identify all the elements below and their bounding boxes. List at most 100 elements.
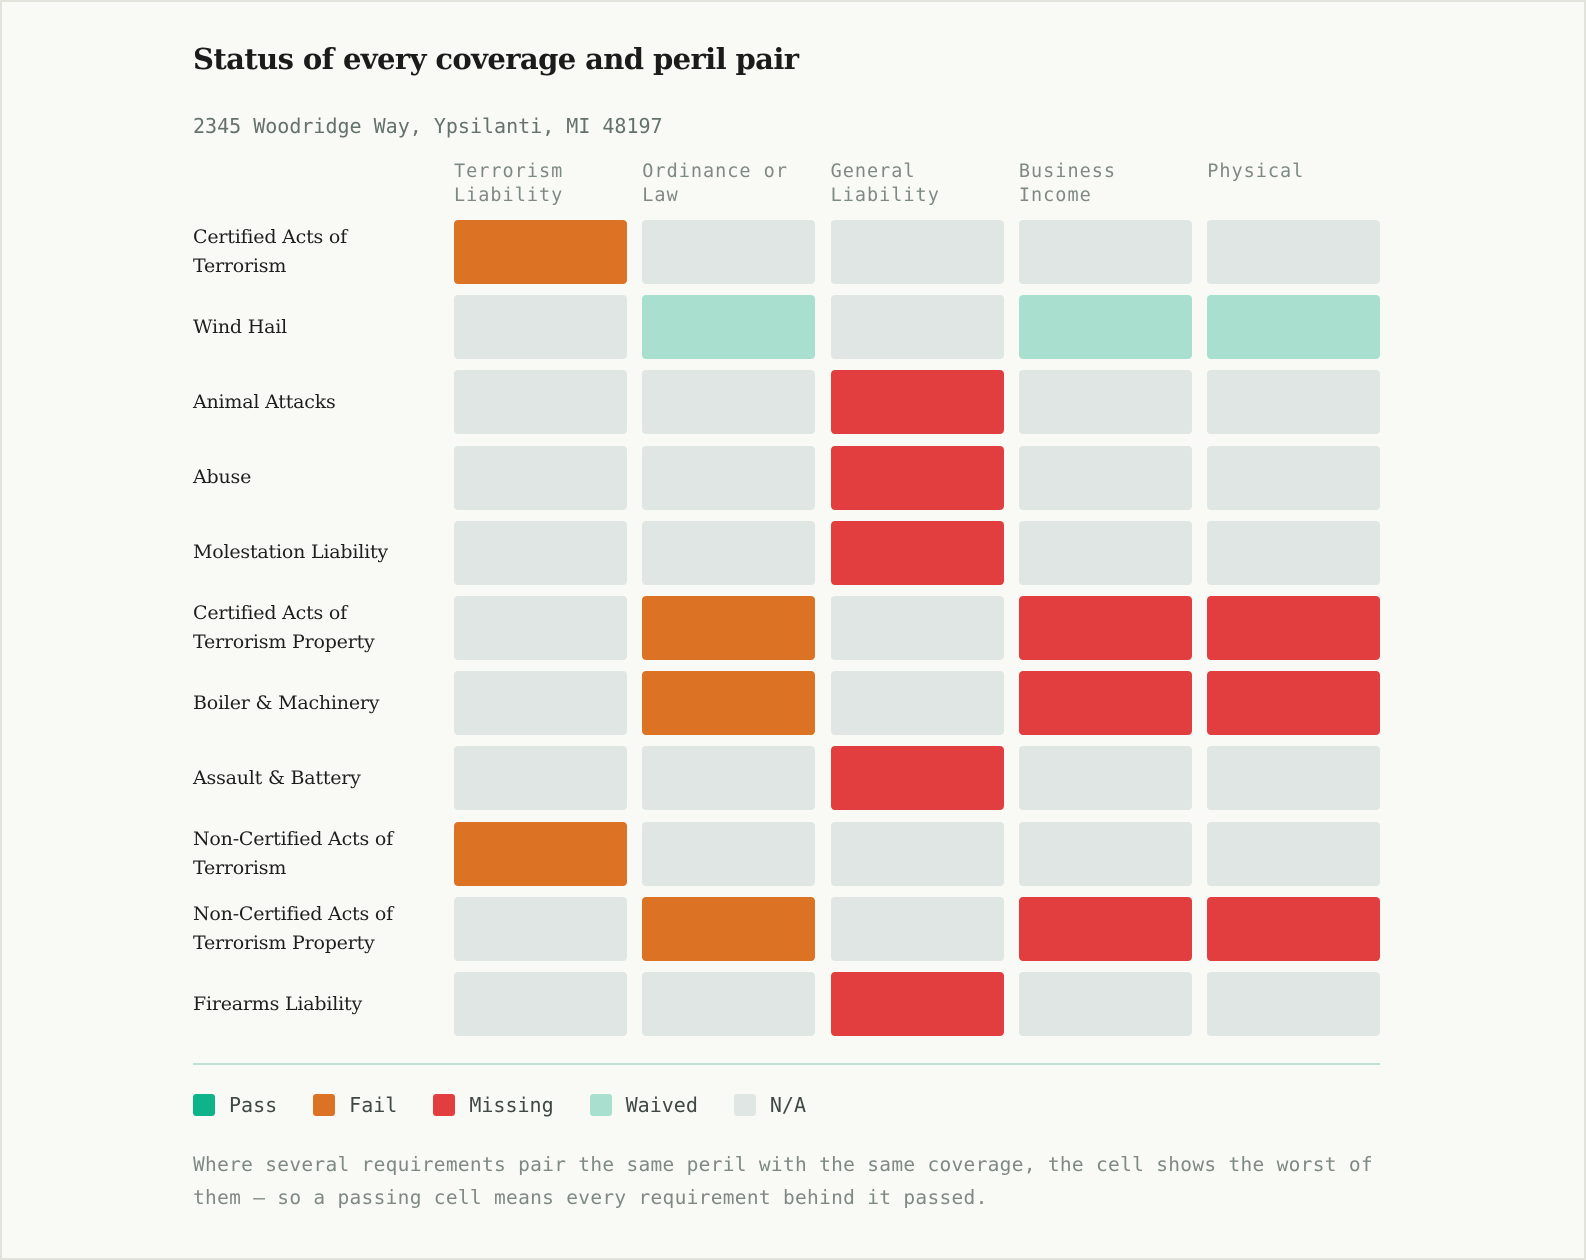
heatmap-cell-abuse-general-liability (830, 445, 1004, 510)
heatmap-cell-abuse-business-income (1018, 445, 1192, 510)
column-header-physical: Physical (1207, 161, 1305, 182)
legend-item-waived: Waived (589, 1093, 698, 1117)
heatmap-cell-assault-and-battery-ordinance-or-law (642, 746, 816, 811)
chart-title: Status of every coverage and peril pair (193, 42, 799, 76)
row-label-text: Non-Certified Acts of Terrorism (193, 827, 393, 879)
legend-label: Missing (469, 1093, 554, 1117)
row-label-certified-acts-of-terrorism: Certified Acts of Terrorism (193, 220, 443, 284)
heatmap-cell-animal-attacks-business-income (1018, 370, 1192, 435)
legend-label: N/A (769, 1093, 807, 1117)
heatmap-cell-boiler-and-machinery-general-liability (830, 671, 1004, 736)
row-label-text: Animal Attacks (193, 390, 336, 413)
heatmap-cell-animal-attacks-terrorism-liability (454, 370, 627, 435)
heatmap-cell-certified-acts-of-terrorism-property-general-liability (830, 596, 1004, 660)
column-header-ordinance-or-law: Ordinance or Law (642, 161, 788, 206)
row-label-molestation-liability: Molestation Liability (193, 521, 443, 585)
heatmap-cell-wind-hail-terrorism-liability (454, 295, 627, 360)
heatmap-cell-wind-hail-physical (1207, 295, 1381, 360)
heatmap-cell-non-certified-acts-of-terrorism-ordinance-or-law (642, 821, 816, 886)
heatmap-cell-boiler-and-machinery-ordinance-or-law (642, 671, 816, 736)
column-header-terrorism-liability: Terrorism Liability (454, 161, 564, 206)
heatmap-cell-abuse-physical (1207, 445, 1381, 510)
heatmap-cell-assault-and-battery-terrorism-liability (454, 746, 627, 811)
row-label-text: Wind Hail (193, 315, 287, 338)
row-label-text: Certified Acts of Terrorism (193, 226, 347, 277)
heatmap-cell-molestation-liability-terrorism-liability (454, 520, 627, 585)
heatmap-cell-firearms-liability-general-liability (830, 972, 1004, 1036)
row-label-text: Firearms Liability (193, 992, 362, 1015)
heatmap-cell-firearms-liability-terrorism-liability (454, 972, 627, 1036)
legend-item-fail: Fail (313, 1093, 397, 1117)
heatmap-cell-assault-and-battery-general-liability (830, 746, 1004, 811)
heatmap-cell-wind-hail-ordinance-or-law (642, 295, 816, 360)
heatmap-cell-certified-acts-of-terrorism-property-ordinance-or-law (642, 596, 816, 660)
heatmap-cell-non-certified-acts-of-terrorism-general-liability (830, 821, 1004, 886)
heatmap-cell-assault-and-battery-physical (1207, 746, 1381, 811)
row-label-text: Non-Certified Acts of Terrorism Property (193, 902, 393, 954)
heatmap-cell-non-certified-acts-of-terrorism-property-business-income (1018, 896, 1192, 961)
heatmap-cell-certified-acts-of-terrorism-property-business-income (1018, 596, 1192, 660)
row-label-text: Assault & Battery (193, 766, 361, 789)
legend-swatch-fail (313, 1094, 336, 1116)
row-label-abuse: Abuse (193, 446, 443, 510)
heatmap-cell-molestation-liability-physical (1207, 520, 1381, 585)
heatmap-cell-non-certified-acts-of-terrorism-property-general-liability (830, 896, 1004, 961)
heatmap-cell-molestation-liability-business-income (1018, 520, 1192, 585)
row-label-text: Boiler & Machinery (193, 691, 380, 714)
heatmap-cell-non-certified-acts-of-terrorism-physical (1207, 821, 1381, 886)
heatmap-cell-wind-hail-business-income (1018, 295, 1192, 360)
heatmap-cell-non-certified-acts-of-terrorism-business-income (1018, 821, 1192, 886)
heatmap-cell-firearms-liability-business-income (1018, 972, 1192, 1036)
row-label-assault-and-battery: Assault & Battery (193, 746, 443, 810)
legend-item-pass: Pass (193, 1093, 277, 1117)
heatmap-cell-certified-acts-of-terrorism-general-liability (830, 220, 1004, 284)
heatmap-cell-firearms-liability-ordinance-or-law (642, 972, 816, 1036)
row-label-boiler-and-machinery: Boiler & Machinery (193, 671, 443, 735)
heatmap-cell-boiler-and-machinery-business-income (1018, 671, 1192, 736)
heatmap-cell-molestation-liability-general-liability (830, 520, 1004, 585)
heatmap-cell-non-certified-acts-of-terrorism-property-physical (1207, 896, 1381, 961)
heatmap-cell-assault-and-battery-business-income (1018, 746, 1192, 811)
row-label-certified-acts-of-terrorism-property: Certified Acts of Terrorism Property (193, 596, 443, 660)
heatmap-cell-non-certified-acts-of-terrorism-property-ordinance-or-law (642, 896, 816, 961)
heatmap-cell-abuse-terrorism-liability (454, 445, 627, 510)
heatmap-cell-boiler-and-machinery-terrorism-liability (454, 671, 627, 736)
heatmap-cell-boiler-and-machinery-physical (1207, 671, 1381, 736)
heatmap-cell-certified-acts-of-terrorism-physical (1207, 220, 1381, 284)
heatmap-cell-non-certified-acts-of-terrorism-terrorism-liability (454, 821, 627, 886)
row-label-text: Abuse (193, 466, 252, 489)
legend-label: Waived (625, 1093, 698, 1117)
heatmap-cell-abuse-ordinance-or-law (642, 445, 816, 510)
row-label-non-certified-acts-of-terrorism-property: Non-Certified Acts of Terrorism Property (193, 897, 443, 961)
legend-swatch-pass (193, 1094, 215, 1116)
legend-swatch-n-a (733, 1094, 756, 1116)
legend-label: Fail (349, 1093, 398, 1117)
row-label-firearms-liability: Firearms Liability (193, 972, 443, 1036)
legend-divider (193, 1063, 1380, 1065)
heatmap-cell-certified-acts-of-terrorism-property-physical (1207, 596, 1381, 660)
legend: Pass Fail Missing Waived N/A (193, 1093, 842, 1117)
heatmap-cell-animal-attacks-physical (1207, 370, 1381, 435)
row-label-wind-hail: Wind Hail (193, 295, 443, 359)
heatmap-cell-animal-attacks-ordinance-or-law (642, 370, 816, 435)
heatmap-cell-certified-acts-of-terrorism-ordinance-or-law (642, 220, 816, 284)
heatmap-cell-certified-acts-of-terrorism-business-income (1018, 220, 1192, 284)
legend-swatch-missing (433, 1094, 456, 1116)
chart-subtitle: 2345 Woodridge Way, Ypsilanti, MI 48197 (193, 114, 663, 138)
row-label-text: Molestation Liability (193, 541, 388, 564)
heatmap-cell-non-certified-acts-of-terrorism-property-terrorism-liability (454, 896, 627, 961)
row-label-text: Certified Acts of Terrorism Property (193, 602, 375, 653)
heatmap-cell-certified-acts-of-terrorism-terrorism-liability (454, 220, 627, 284)
legend-item-missing: Missing (433, 1093, 554, 1117)
row-label-non-certified-acts-of-terrorism: Non-Certified Acts of Terrorism (193, 822, 443, 886)
heatmap-cell-animal-attacks-general-liability (830, 370, 1004, 435)
legend-swatch-waived (589, 1094, 612, 1116)
heatmap-cell-wind-hail-general-liability (830, 295, 1004, 360)
legend-label: Pass (229, 1093, 278, 1117)
heatmap-cell-certified-acts-of-terrorism-property-terrorism-liability (454, 596, 627, 660)
heatmap-cell-molestation-liability-ordinance-or-law (642, 520, 816, 585)
heatmap-cell-firearms-liability-physical (1207, 972, 1381, 1036)
column-header-business-income: Business Income (1018, 161, 1116, 206)
footnote: Where several requirements pair the same… (193, 1153, 1373, 1209)
row-label-animal-attacks: Animal Attacks (193, 370, 443, 434)
